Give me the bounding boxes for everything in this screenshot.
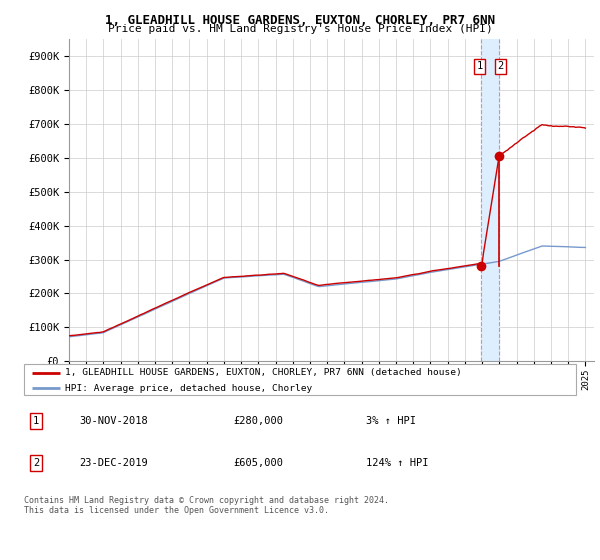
Text: 124% ↑ HPI: 124% ↑ HPI xyxy=(366,458,429,468)
Text: 1, GLEADHILL HOUSE GARDENS, EUXTON, CHORLEY, PR7 6NN (detached house): 1, GLEADHILL HOUSE GARDENS, EUXTON, CHOR… xyxy=(65,368,462,377)
Text: £605,000: £605,000 xyxy=(234,458,284,468)
Text: 2: 2 xyxy=(33,458,39,468)
Text: 1, GLEADHILL HOUSE GARDENS, EUXTON, CHORLEY, PR7 6NN: 1, GLEADHILL HOUSE GARDENS, EUXTON, CHOR… xyxy=(105,14,495,27)
FancyBboxPatch shape xyxy=(24,364,576,395)
Text: 30-NOV-2018: 30-NOV-2018 xyxy=(79,416,148,426)
Text: £280,000: £280,000 xyxy=(234,416,284,426)
Text: HPI: Average price, detached house, Chorley: HPI: Average price, detached house, Chor… xyxy=(65,384,313,393)
Text: 1: 1 xyxy=(33,416,39,426)
Text: 1: 1 xyxy=(476,61,482,71)
Text: 23-DEC-2019: 23-DEC-2019 xyxy=(79,458,148,468)
Text: 3% ↑ HPI: 3% ↑ HPI xyxy=(366,416,416,426)
Bar xyxy=(481,39,499,361)
Text: 2: 2 xyxy=(497,61,503,71)
Text: Price paid vs. HM Land Registry's House Price Index (HPI): Price paid vs. HM Land Registry's House … xyxy=(107,24,493,34)
Text: Contains HM Land Registry data © Crown copyright and database right 2024.
This d: Contains HM Land Registry data © Crown c… xyxy=(24,496,389,515)
